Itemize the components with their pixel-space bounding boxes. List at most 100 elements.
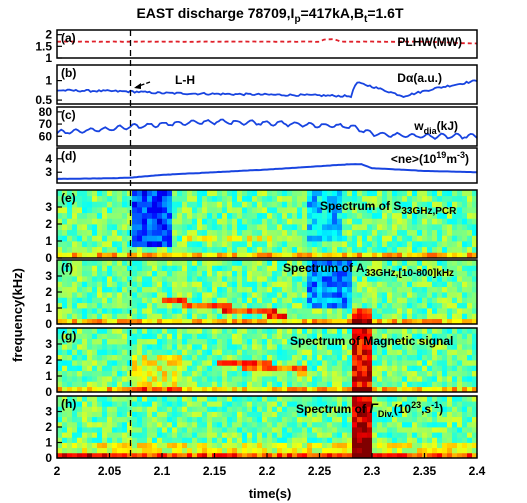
heatmap-cell [182, 201, 188, 208]
heatmap-cell [317, 218, 323, 225]
heatmap-cell [257, 401, 263, 407]
heatmap-cell [382, 302, 388, 309]
heatmap-cell [237, 427, 243, 433]
heatmap-cell [157, 241, 163, 248]
heatmap-cell [127, 376, 133, 382]
heatmap-cell [352, 401, 358, 407]
heatmap-cell [227, 360, 233, 366]
heatmap-cell [142, 333, 148, 340]
heatmap-cell [282, 235, 288, 242]
heatmap-cell [327, 246, 333, 253]
heatmap-cell [72, 333, 78, 340]
heatmap-cell [87, 241, 93, 248]
heatmap-cell [277, 207, 283, 214]
heatmap-cell [427, 270, 433, 277]
heatmap-cell [332, 427, 338, 433]
heatmap-cell [147, 370, 153, 377]
heatmap-cell [367, 437, 373, 443]
heatmap-cell [377, 427, 383, 433]
heatmap-cell [302, 302, 308, 309]
heatmap-cell [317, 354, 323, 361]
heatmap-cell [107, 421, 113, 428]
heatmap-cell [262, 349, 268, 356]
y-tick-label: 4 [45, 152, 52, 166]
heatmap-cell [442, 276, 448, 282]
heatmap-cell [82, 381, 88, 388]
heatmap-cell [232, 370, 238, 377]
heatmap-cell [162, 432, 168, 438]
heatmap-cell [107, 427, 113, 433]
heatmap-cell [242, 218, 248, 225]
heatmap-cell [57, 276, 63, 282]
heatmap-cell [102, 442, 108, 449]
heatmap-cell [172, 396, 178, 402]
heatmap-cell [232, 406, 238, 412]
heatmap-cell [307, 452, 313, 459]
heatmap-cell [452, 360, 458, 366]
heatmap-cell [312, 218, 318, 225]
heatmap-cell [432, 302, 438, 309]
heatmap-cell [292, 432, 298, 438]
heatmap-cell [332, 190, 338, 197]
heatmap-cell [452, 328, 458, 334]
heatmap-cell [472, 437, 478, 443]
heatmap-cell [372, 260, 378, 266]
heatmap-cell [347, 452, 353, 459]
heatmap-cell [377, 270, 383, 277]
heatmap-cell [92, 270, 98, 277]
heatmap-cell [227, 276, 233, 282]
heatmap-cell [397, 241, 403, 248]
heatmap-cell [452, 260, 458, 266]
heatmap-cell [377, 333, 383, 340]
heatmap-cell [417, 401, 423, 407]
heatmap-cell [157, 260, 163, 266]
heatmap-cell [122, 365, 128, 372]
heatmap-cell [132, 318, 138, 325]
heatmap-cell [247, 252, 253, 259]
heatmap-cell [282, 276, 288, 282]
heatmap-cell [407, 406, 413, 412]
heatmap-cell [317, 292, 323, 298]
heatmap-cell [257, 452, 263, 459]
heatmap-cell [192, 241, 198, 248]
heatmap-cell [317, 229, 323, 236]
heatmap-cell [222, 344, 228, 350]
heatmap-cell [197, 292, 203, 298]
heatmap-cell [162, 212, 168, 219]
heatmap-cell [407, 386, 413, 393]
heatmap-cell [87, 195, 93, 202]
heatmap-cell [387, 260, 393, 266]
heatmap-cell [412, 212, 418, 219]
heatmap-cell [457, 406, 463, 412]
heatmap-cell [217, 286, 223, 293]
heatmap-cell [82, 401, 88, 407]
heatmap-cell [112, 241, 118, 248]
heatmap-cell [62, 396, 68, 402]
heatmap-cell [442, 416, 448, 423]
heatmap-cell [202, 286, 208, 293]
heatmap-cell [397, 376, 403, 382]
heatmap-cell [252, 411, 258, 418]
heatmap-cell [377, 252, 383, 259]
heatmap-cell [372, 328, 378, 334]
heatmap-cell [77, 318, 83, 325]
heatmap-cell [172, 447, 178, 454]
heatmap-cell [412, 190, 418, 197]
heatmap-cell [217, 411, 223, 418]
heatmap-cell [77, 349, 83, 356]
heatmap-cell [457, 396, 463, 402]
heatmap-cell [122, 297, 128, 304]
heatmap-cell [197, 344, 203, 350]
heatmap-cell [92, 376, 98, 382]
heatmap-cell [397, 292, 403, 298]
heatmap-cell [382, 246, 388, 253]
heatmap-cell [342, 421, 348, 428]
heatmap-cell [232, 396, 238, 402]
heatmap-cell [192, 360, 198, 366]
heatmap-cell [257, 313, 263, 320]
heatmap-cell [427, 308, 433, 314]
heatmap-cell [357, 313, 363, 320]
heatmap-cell [392, 447, 398, 454]
heatmap-cell [237, 270, 243, 277]
heatmap-cell [327, 297, 333, 304]
